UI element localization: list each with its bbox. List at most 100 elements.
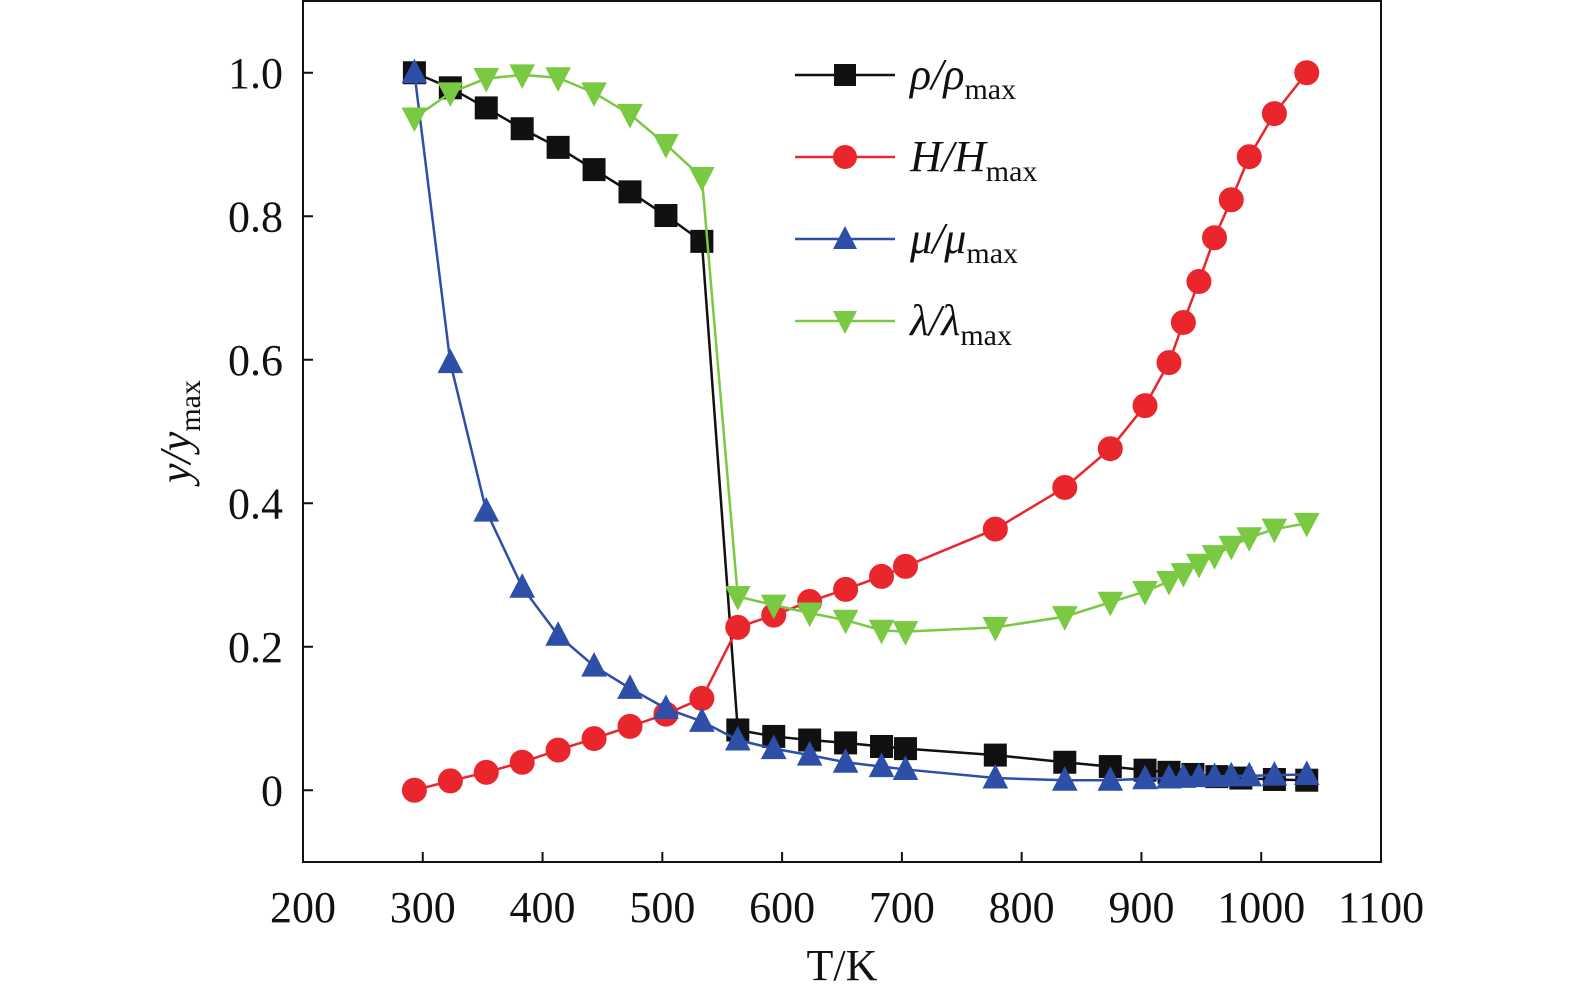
- y-tick-label: 0.4: [228, 479, 283, 528]
- legend-symbol: [833, 145, 857, 169]
- marker: [868, 752, 895, 778]
- marker: [473, 67, 500, 93]
- marker: [1261, 101, 1287, 127]
- series-line: [414, 71, 1308, 792]
- x-tick-label: 900: [1108, 883, 1174, 932]
- marker: [473, 759, 499, 785]
- y-tick-label: 0.6: [228, 336, 283, 385]
- marker: [401, 777, 427, 803]
- marker: [618, 180, 642, 204]
- marker: [546, 135, 570, 159]
- x-axis-label: T/K: [807, 941, 878, 990]
- x-tick-label: 500: [629, 883, 695, 932]
- legend-marker: [833, 145, 857, 169]
- marker: [473, 497, 500, 522]
- marker: [1201, 545, 1228, 570]
- marker: [474, 96, 498, 120]
- marker: [892, 553, 918, 579]
- marker: [983, 743, 1007, 767]
- x-tick-label: 1100: [1338, 883, 1424, 932]
- marker: [1236, 527, 1263, 552]
- marker: [1218, 535, 1245, 561]
- marker: [437, 348, 464, 374]
- x-tick-label: 1000: [1217, 883, 1305, 932]
- marker: [1132, 393, 1158, 419]
- legend-label: μ/μmax: [909, 214, 1018, 270]
- legend-symbol: [833, 311, 857, 334]
- marker: [545, 737, 571, 763]
- marker: [1236, 144, 1262, 170]
- marker: [982, 763, 1009, 789]
- legend-marker: [834, 64, 856, 86]
- y-tick-label: 0: [261, 766, 283, 815]
- legend-label-main: λ/λ: [908, 296, 960, 345]
- y-axis-label-sub: max: [174, 380, 207, 432]
- marker: [1052, 474, 1078, 500]
- marker: [724, 725, 751, 751]
- legend-label-main: μ/μ: [909, 214, 966, 263]
- marker: [654, 204, 678, 228]
- marker: [545, 67, 571, 92]
- marker: [1236, 761, 1263, 787]
- y-axis-label-main: y/y: [151, 431, 200, 487]
- marker: [1156, 350, 1182, 376]
- marker: [1170, 563, 1197, 588]
- marker: [1097, 436, 1123, 462]
- y-tick-label: 0.8: [228, 192, 283, 241]
- marker: [509, 749, 535, 775]
- x-tick-label: 300: [390, 883, 456, 932]
- marker: [689, 707, 715, 732]
- series-line: [413, 72, 1307, 782]
- marker: [1186, 762, 1212, 788]
- legend-label-sub: max: [966, 237, 1018, 270]
- marker: [892, 755, 919, 780]
- legend-label: ρ/ρmax: [908, 50, 1016, 106]
- marker: [1294, 60, 1320, 86]
- x-tick-label: 700: [869, 883, 935, 932]
- x-tick-label: 600: [749, 883, 815, 932]
- marker: [725, 614, 751, 640]
- marker: [982, 616, 1009, 642]
- marker: [1261, 761, 1288, 786]
- marker: [1293, 512, 1320, 538]
- marker: [653, 694, 679, 719]
- marker: [509, 64, 536, 89]
- marker: [689, 685, 715, 711]
- marker: [796, 602, 823, 628]
- legend-label-sub: max: [960, 319, 1012, 352]
- marker: [724, 586, 751, 611]
- marker: [653, 134, 679, 159]
- x-tick-label: 200: [270, 883, 336, 932]
- legend-label: λ/λmax: [908, 296, 1012, 352]
- legend-symbol: [834, 64, 856, 86]
- marker: [1170, 309, 1196, 335]
- marker: [1186, 269, 1212, 295]
- marker: [1218, 761, 1245, 787]
- y-tick-label: 1.0: [228, 49, 283, 98]
- marker: [581, 726, 607, 752]
- marker: [581, 652, 607, 677]
- marker: [437, 768, 463, 794]
- legend-marker: [833, 226, 857, 249]
- marker: [832, 609, 859, 635]
- legend-label-main: ρ/ρ: [908, 50, 964, 99]
- marker: [1097, 591, 1124, 617]
- marker: [510, 117, 534, 141]
- marker: [617, 103, 643, 129]
- legend-symbol: [833, 226, 857, 249]
- marker: [1261, 518, 1288, 544]
- legend-marker: [833, 311, 857, 334]
- marker: [869, 563, 895, 589]
- marker: [1186, 553, 1212, 579]
- marker: [832, 748, 859, 773]
- legend-label-sub: max: [986, 155, 1038, 188]
- marker: [833, 576, 859, 602]
- marker: [892, 621, 919, 646]
- marker: [796, 741, 823, 766]
- marker: [1051, 766, 1078, 791]
- marker: [982, 516, 1008, 542]
- marker: [617, 713, 643, 739]
- marker: [401, 58, 428, 84]
